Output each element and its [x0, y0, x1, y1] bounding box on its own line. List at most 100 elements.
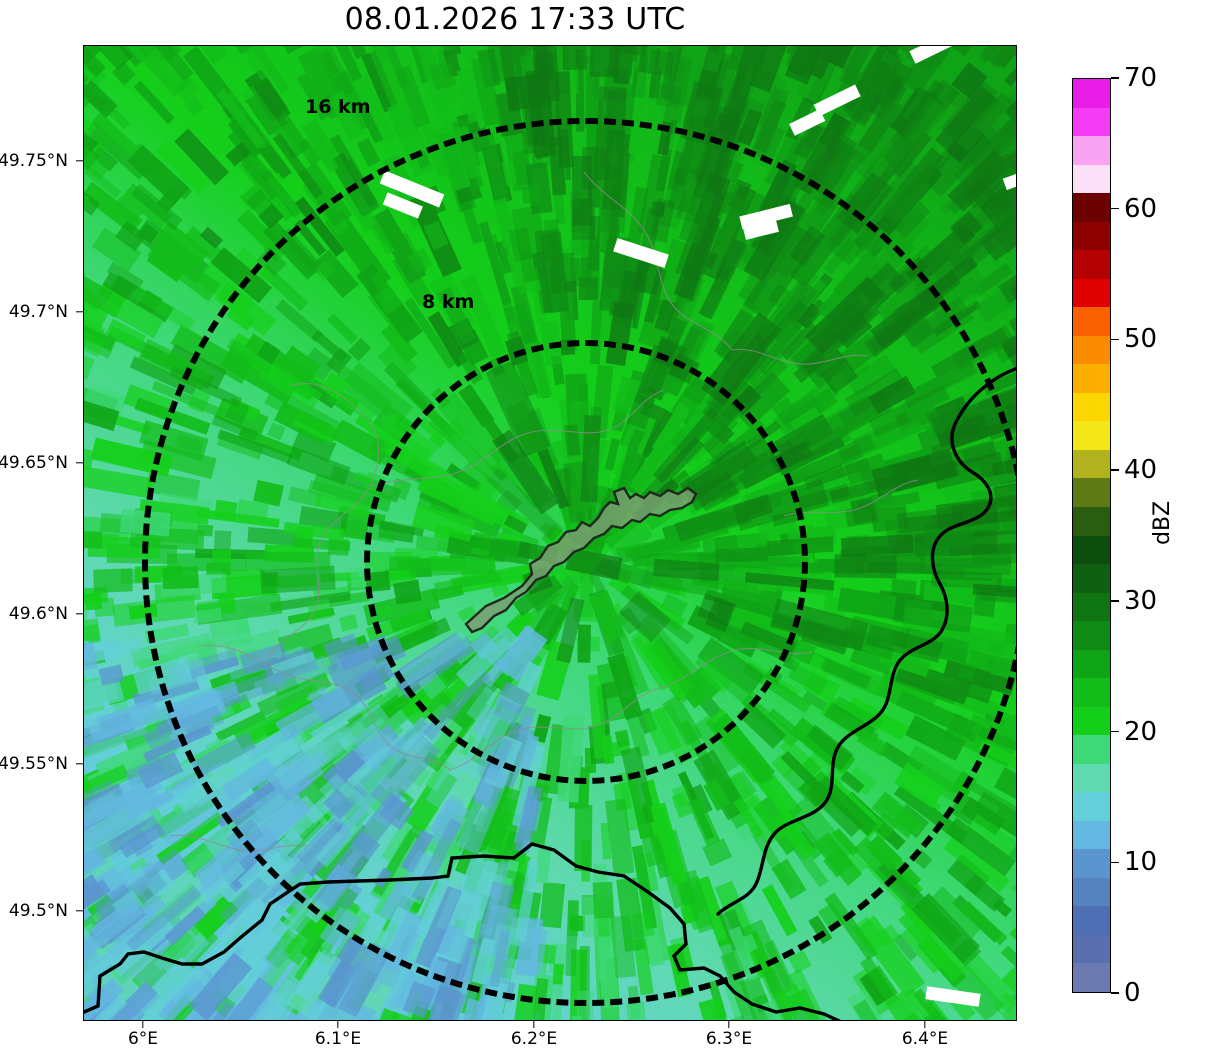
radar-bin [911, 892, 981, 963]
radar-bin [957, 292, 982, 313]
radar-bin [850, 98, 901, 164]
radar-bin [831, 89, 876, 155]
colorbar-band [1073, 107, 1110, 137]
x-tick-mark [142, 1021, 144, 1028]
radar-bin [229, 46, 255, 55]
x-tick-mark [728, 1021, 730, 1028]
radar-bin [967, 814, 1016, 877]
radar-bin [437, 989, 466, 1020]
radar-bin [154, 220, 210, 272]
radar-bin [88, 896, 139, 938]
colorbar-tick-label: 60 [1124, 193, 1158, 224]
radar-bin [146, 247, 187, 283]
radar-bin [84, 107, 99, 159]
radar-bin [859, 956, 900, 1007]
radar-bin [794, 121, 824, 160]
radar-bin [174, 128, 230, 186]
radar-bin [84, 383, 128, 417]
colorbar-band [1073, 792, 1110, 821]
page-title: 08.01.2026 17:33 UTC [344, 2, 686, 37]
radar-bin [92, 112, 139, 157]
y-tick-label: 49.65°N [0, 453, 68, 473]
colorbar-tick-mark [1111, 469, 1119, 471]
colorbar[interactable] [1072, 78, 1111, 993]
radar-bin [324, 1005, 366, 1020]
radar-bin [978, 740, 1016, 786]
radar-bin [126, 885, 202, 952]
radar-bin [625, 1001, 651, 1020]
radar-bin [326, 936, 363, 983]
radar-bin [395, 971, 424, 1012]
colorbar-band [1073, 535, 1110, 565]
radar-bin [882, 92, 946, 169]
radar-bin [219, 876, 270, 927]
colorbar-band [1073, 221, 1110, 251]
radar-bin [131, 931, 196, 994]
radar-bin [854, 93, 921, 179]
radar-bin [804, 135, 858, 197]
radar-bin [84, 764, 130, 812]
colorbar-band [1073, 364, 1110, 393]
y-tick-label: 49.7°N [8, 302, 68, 322]
x-tick-mark [924, 1021, 926, 1028]
radar-bin [402, 980, 436, 1019]
radar-bin [84, 309, 116, 351]
colorbar-band [1073, 592, 1110, 622]
radar-bin [356, 101, 383, 144]
radar-bin [389, 959, 419, 1010]
radar-bin [876, 924, 901, 949]
colorbar-band [1073, 164, 1110, 194]
radar-bin [200, 226, 224, 249]
radar-bin [91, 227, 142, 272]
radar-bin [853, 999, 887, 1020]
colorbar-band [1073, 79, 1110, 108]
radar-bin [980, 214, 1016, 262]
radar-bin [129, 857, 148, 874]
radar-bin [647, 49, 675, 77]
radar-bin [84, 878, 111, 919]
radar-bin [102, 291, 165, 339]
y-tick-mark [76, 763, 83, 765]
radar-bin [630, 53, 649, 99]
radar-bin [326, 46, 363, 82]
radar-bin [131, 285, 196, 332]
radar-bin [429, 60, 457, 91]
radar-bin [93, 883, 133, 918]
radar-bin [111, 61, 136, 86]
radar-bin [129, 46, 194, 82]
radar-bin [943, 835, 1010, 893]
colorbar-band [1073, 136, 1110, 165]
radar-bin [944, 87, 966, 109]
radar-bin [265, 928, 302, 969]
x-tick-label: 6.4°E [901, 1029, 949, 1049]
x-tick-label: 6.2°E [510, 1029, 558, 1049]
radar-bin [84, 953, 116, 1003]
radar-bin [905, 222, 976, 288]
radar-bin [112, 637, 142, 656]
radar-bin [164, 905, 207, 946]
radar-bin [123, 864, 149, 890]
radar-plot-area[interactable] [83, 45, 1017, 1021]
radar-bin [84, 529, 103, 549]
radar-bin [395, 65, 431, 128]
radar-bin [84, 642, 98, 675]
radar-bin [337, 942, 391, 1018]
radar-bin [119, 822, 166, 859]
radar-bin [951, 62, 988, 100]
radar-bin [569, 66, 579, 95]
radar-bin [843, 46, 904, 124]
y-tick-label: 49.75°N [0, 151, 68, 171]
x-tick-mark [533, 1021, 535, 1028]
radar-bin [967, 180, 998, 211]
colorbar-band [1073, 735, 1110, 764]
colorbar-tick-mark [1111, 77, 1119, 79]
radar-bin [260, 169, 303, 218]
radar-bin [119, 782, 162, 821]
radar-bin [84, 80, 118, 119]
radar-bin [163, 932, 210, 979]
radar-canvas [84, 46, 1016, 1020]
radar-bin [645, 46, 662, 73]
radar-bin [987, 186, 1016, 220]
radar-bin [112, 196, 143, 225]
radar-bin [451, 998, 484, 1020]
